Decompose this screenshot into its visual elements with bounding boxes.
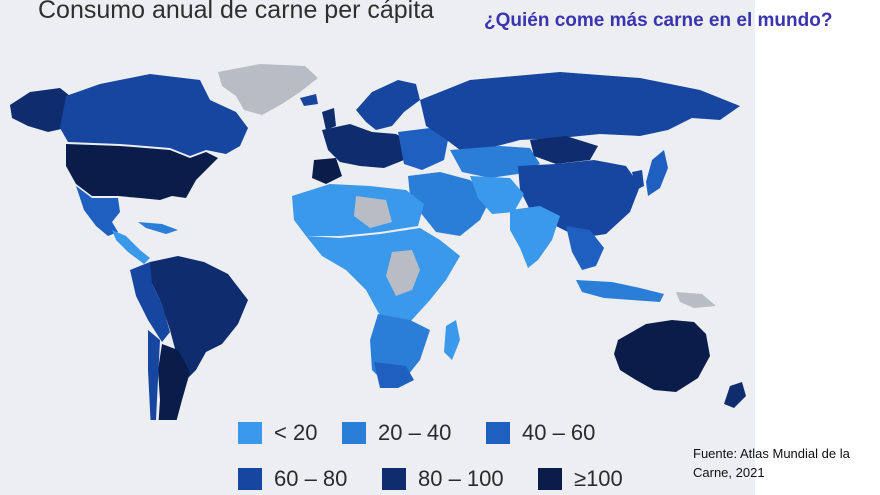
region-russia [420,72,740,150]
region-mongolia [530,136,598,164]
legend-label: 40 – 60 [522,420,596,445]
legend-label: ≥100 [574,466,623,491]
region-mexico [76,186,120,236]
region-middle-east [408,172,492,236]
region-sahara-no-data [354,196,392,228]
region-western-europe [322,124,410,168]
legend-item-60-80: 60 – 80 [238,465,347,493]
region-greenland [218,64,318,115]
source-note: Fuente: Atlas Mundial de la Carne, 2021 [693,446,850,480]
map-panel: Consumo anual de carne per cápita [0,0,755,495]
region-scandinavia [356,80,420,130]
region-south-africa [374,362,414,388]
legend-swatch [538,468,562,490]
region-iberia [312,158,342,184]
region-iceland [300,94,318,106]
legend-item-40-60: 40 – 60 [486,419,595,447]
region-madagascar [444,320,460,360]
legend-swatch [342,422,366,444]
legend-item-80-100: 80 – 100 [382,465,504,493]
map-title: Consumo anual de carne per cápita [38,0,435,24]
legend-item-20-40: 20 – 40 [342,419,451,447]
region-usa [66,144,218,200]
legend-label: < 20 [274,420,318,445]
region-australia [614,320,710,392]
legend-item-gte100: ≥100 [538,465,623,493]
region-alaska [10,88,70,132]
region-caribbean [138,222,178,234]
region-brazil [150,256,248,380]
region-india [510,206,560,268]
region-central-africa [306,228,460,330]
legend-label: 80 – 100 [418,466,504,491]
region-uk [322,108,336,130]
region-korea [632,170,644,190]
region-argentina [158,344,190,420]
region-southeast-asia [566,226,604,270]
world-map [10,64,746,420]
region-canada [60,74,248,156]
legend-label: 20 – 40 [378,420,452,445]
region-central-america [112,230,150,264]
legend-swatch [238,422,262,444]
legend-swatch [486,422,510,444]
region-central-asia [450,146,540,178]
region-japan [646,150,668,196]
legend-item-lt20: < 20 [238,419,317,447]
region-chile [148,330,160,420]
region-new-zealand [724,382,746,408]
region-andes [130,262,170,342]
region-eastern-europe [398,128,448,170]
legend-label: 60 – 80 [274,466,348,491]
region-papua [676,292,716,308]
legend-swatch [238,468,262,490]
region-south-central-asia [470,176,524,214]
headline: ¿Quién come más carne en el mundo? [484,10,833,31]
legend-swatch [382,468,406,490]
region-indonesia [576,280,664,302]
region-sudan-no-data [386,250,420,296]
